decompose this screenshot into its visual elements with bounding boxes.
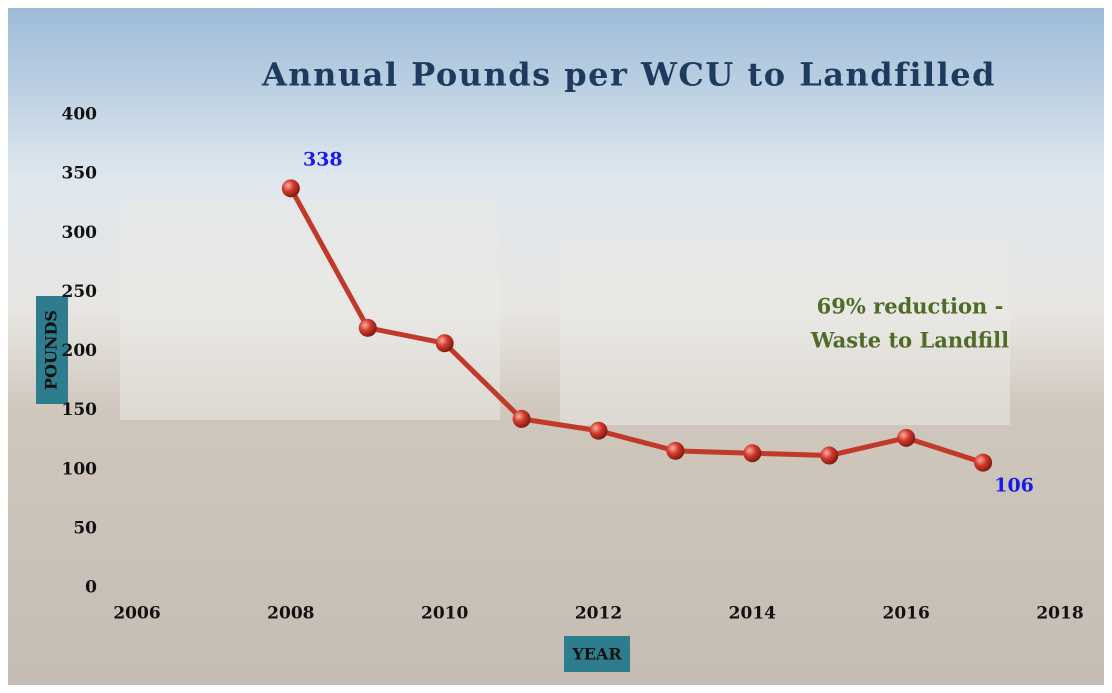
- y-tick-label: 250: [62, 282, 98, 302]
- data-point: [512, 409, 531, 428]
- y-tick-label: 50: [73, 518, 97, 538]
- data-point: [820, 446, 839, 465]
- data-point: [281, 179, 300, 198]
- data-point: [897, 428, 916, 447]
- y-label-box: [36, 296, 68, 404]
- data-point: [974, 453, 993, 472]
- data-label: 106: [994, 475, 1034, 497]
- data-point: [743, 444, 762, 463]
- x-tick-label: 2008: [267, 604, 314, 624]
- annotation: Waste to Landfill: [810, 328, 1009, 353]
- y-tick-label: 200: [62, 341, 98, 361]
- x-tick-label: 2010: [421, 604, 468, 624]
- data-label: 338: [303, 148, 343, 170]
- annotation: 69% reduction -: [817, 294, 1004, 319]
- x-axis-label: YEAR: [571, 645, 622, 664]
- y-tick-label: 400: [62, 105, 98, 125]
- x-label-box: [564, 636, 630, 672]
- chart-title: Annual Pounds per WCU to Landfilled: [261, 56, 996, 94]
- y-axis-label: POUNDS: [42, 310, 61, 390]
- data-point: [666, 441, 685, 460]
- x-tick-label: 2016: [883, 604, 930, 624]
- y-tick-label: 0: [85, 578, 97, 598]
- x-tick-label: 2012: [575, 604, 622, 624]
- data-point: [358, 318, 377, 337]
- x-tick-label: 2018: [1036, 604, 1083, 624]
- photo-container-left: [120, 200, 500, 420]
- photo-container-right: [560, 235, 1010, 425]
- y-tick-label: 100: [62, 459, 98, 479]
- x-tick-label: 2006: [113, 604, 160, 624]
- data-point: [589, 421, 608, 440]
- x-tick-label: 2014: [729, 604, 776, 624]
- data-point: [435, 334, 454, 353]
- y-tick-label: 350: [62, 164, 98, 184]
- y-tick-label: 300: [62, 223, 98, 243]
- y-tick-label: 150: [62, 400, 98, 420]
- series-line: [288, 187, 984, 466]
